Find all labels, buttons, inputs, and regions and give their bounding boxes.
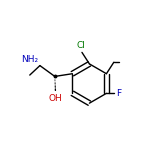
Text: Cl: Cl [76, 41, 85, 50]
Text: F: F [116, 89, 121, 98]
Text: NH₂: NH₂ [21, 55, 39, 64]
Text: OH: OH [49, 94, 62, 103]
